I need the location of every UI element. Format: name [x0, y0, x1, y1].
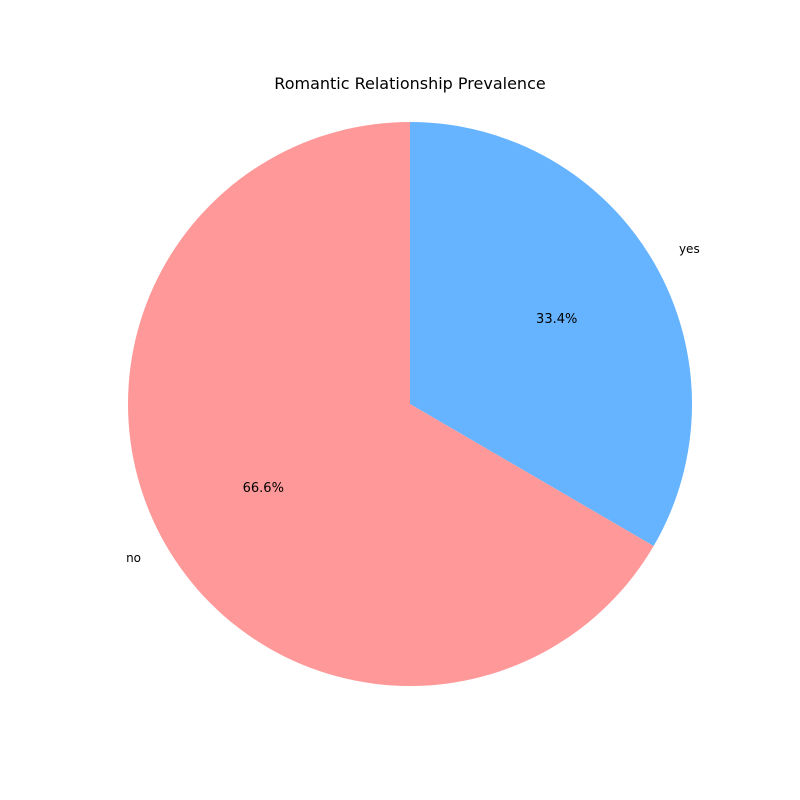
pie-slices [127, 122, 692, 686]
chart-title: Romantic Relationship Prevalence [274, 74, 545, 93]
slice-percent-no: 66.6% [243, 481, 284, 496]
slice-label-no: no [126, 551, 141, 565]
slice-label-yes: yes [679, 242, 700, 256]
pie-slice-yes [410, 122, 692, 547]
pie-slice-no [127, 122, 654, 686]
pie-labels: yes 33.4% no 66.6% [126, 242, 700, 565]
slice-percent-yes: 33.4% [536, 312, 577, 327]
